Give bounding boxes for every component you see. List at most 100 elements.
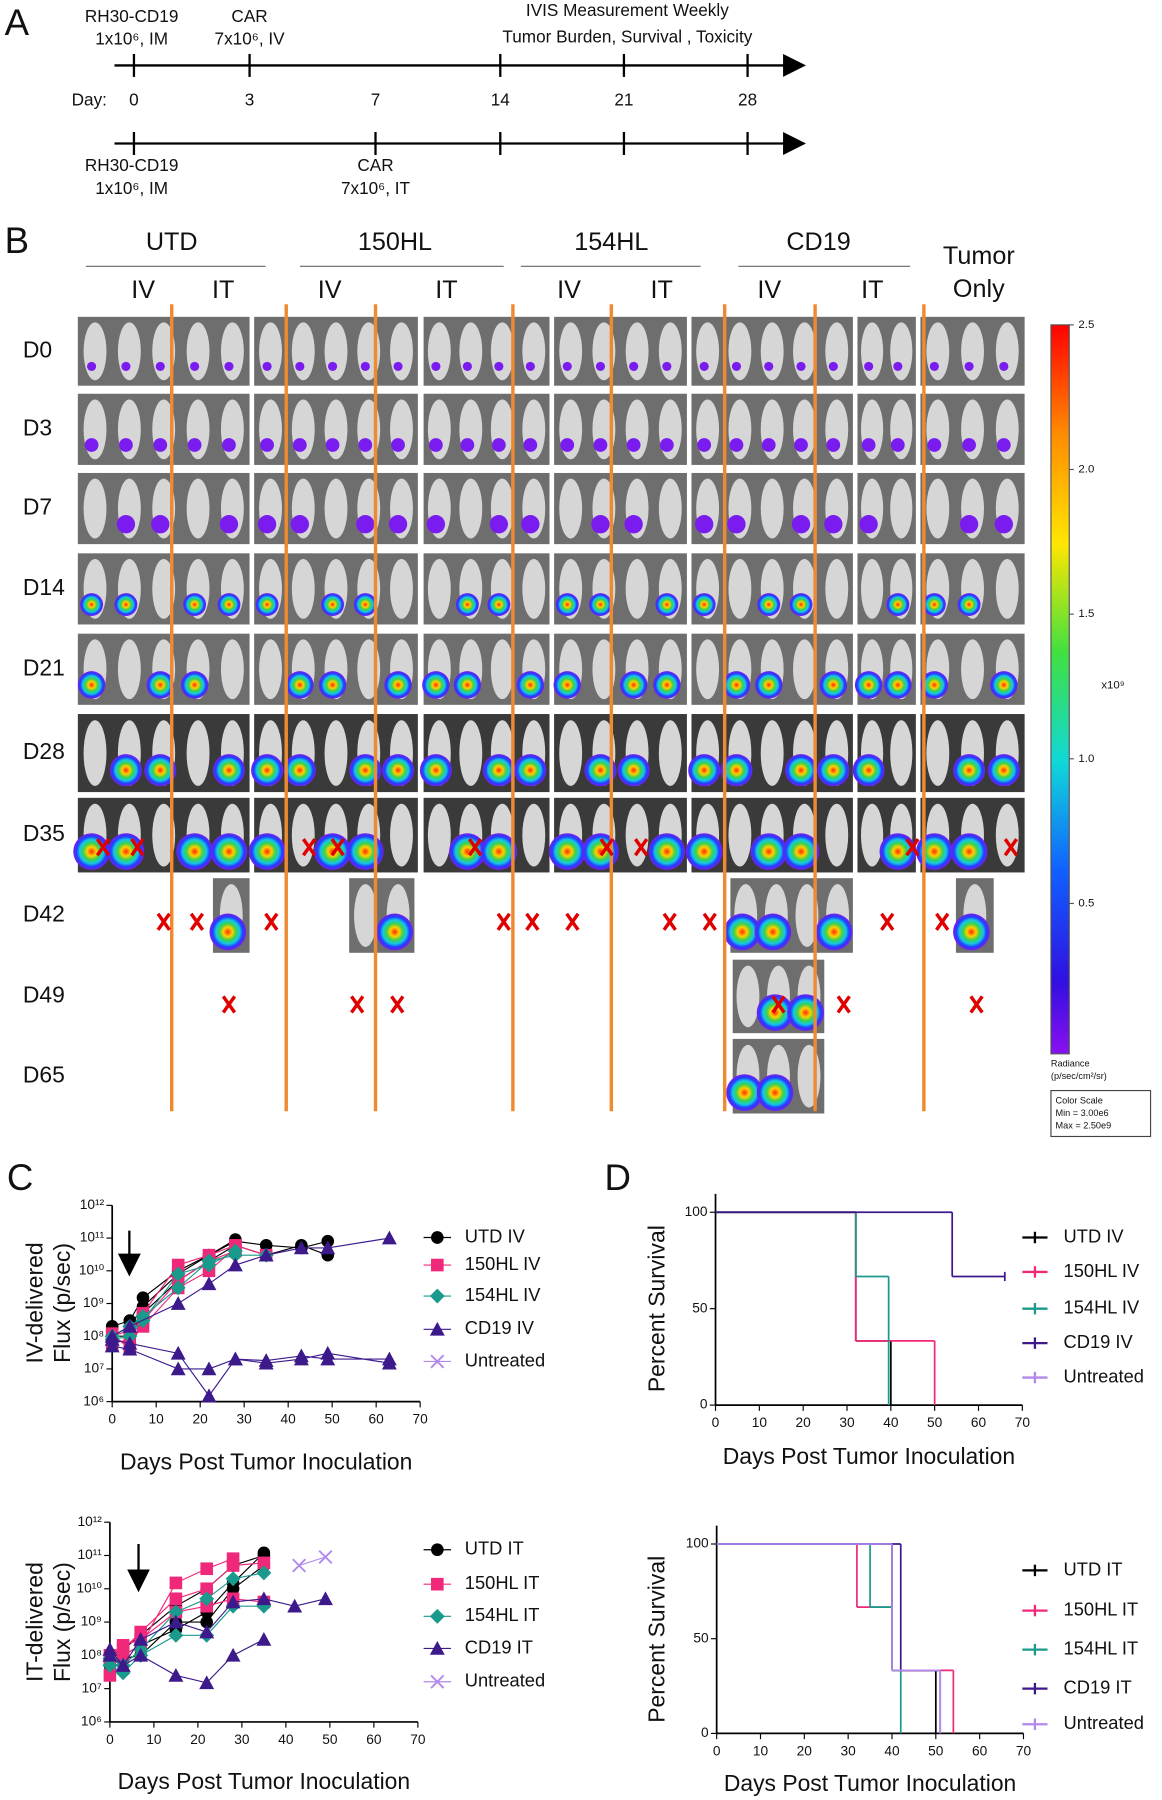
death-mark	[301, 838, 317, 857]
mouse	[459, 720, 483, 786]
day-number: 7	[371, 90, 381, 110]
signal	[764, 361, 774, 372]
signal	[121, 361, 131, 372]
mouse	[795, 884, 819, 947]
signal	[356, 515, 375, 534]
signal	[987, 754, 1020, 787]
signal	[190, 361, 200, 372]
point	[200, 1582, 213, 1596]
signal	[953, 754, 986, 787]
signal	[722, 671, 751, 699]
signal	[750, 833, 788, 870]
legend-label: UTD IT	[465, 1538, 524, 1559]
signal	[290, 515, 309, 534]
signal	[422, 671, 450, 699]
point	[225, 1647, 241, 1662]
timeline-note: 7x10⁶, IT	[341, 178, 411, 198]
signal	[591, 515, 610, 534]
signal	[376, 913, 413, 951]
y-tick-label: 0	[700, 1397, 708, 1412]
signal	[560, 438, 575, 452]
mouse	[291, 803, 315, 867]
mouse	[427, 559, 451, 619]
signal	[489, 515, 509, 534]
x-tick-label: 60	[972, 1743, 988, 1758]
signal	[153, 438, 168, 452]
death-mark	[95, 838, 111, 857]
x-tick-label: 40	[883, 1415, 899, 1430]
signal	[593, 438, 608, 452]
signal	[494, 361, 504, 372]
point	[225, 1594, 241, 1609]
legend-label: Untreated	[1064, 1365, 1144, 1386]
route-label: IT	[861, 276, 883, 304]
mouse	[793, 639, 816, 700]
signal	[487, 593, 511, 617]
signal	[255, 593, 279, 617]
mouse	[728, 559, 752, 619]
point	[226, 1559, 240, 1572]
point	[318, 1550, 333, 1564]
color-scale-box	[1050, 1089, 1152, 1138]
y-axis-label: Flux (p/sec)	[49, 1243, 75, 1363]
mouse	[324, 322, 348, 381]
point	[201, 1361, 217, 1376]
x-tick-label: 10	[149, 1412, 165, 1427]
signal	[950, 833, 988, 870]
day-label: D35	[23, 820, 65, 846]
point	[104, 1338, 120, 1353]
mouse	[995, 559, 1019, 619]
signal	[144, 754, 177, 787]
y-tick-label: 10⁷	[84, 1361, 104, 1376]
x-tick-label: 20	[193, 1412, 209, 1427]
mouse	[390, 322, 413, 381]
death-mark	[496, 912, 511, 931]
x-tick-label: 40	[278, 1732, 294, 1747]
legend-label: 154HL IT	[1064, 1637, 1139, 1658]
colorbar-tick-label: 0.5	[1078, 897, 1094, 909]
day-label: D0	[23, 336, 52, 362]
x-tick-label: 40	[884, 1743, 900, 1758]
mouse	[728, 803, 752, 867]
mouse	[625, 322, 649, 381]
signal	[325, 438, 340, 452]
signal	[787, 994, 824, 1031]
legend-label: Untreated	[465, 1670, 545, 1691]
death-mark	[264, 912, 279, 931]
x-tick-label: 50	[927, 1415, 943, 1430]
y-tick-label: 100	[685, 1204, 708, 1219]
x-tick-label: 70	[410, 1732, 426, 1747]
y-axis-label: Percent Survival	[643, 1556, 669, 1723]
mouse	[793, 322, 816, 381]
death-mark	[599, 838, 614, 857]
point	[169, 1592, 183, 1606]
signal	[962, 438, 976, 452]
death-mark	[189, 912, 205, 931]
signal	[523, 438, 538, 452]
mouse	[995, 322, 1019, 381]
signal	[916, 833, 953, 870]
signal	[826, 438, 841, 452]
x-tick-label: 50	[322, 1732, 338, 1747]
colorbar	[1050, 324, 1070, 1055]
point	[200, 1615, 213, 1629]
signal	[262, 361, 272, 372]
y-tick-label: 0	[701, 1725, 709, 1740]
death-mark	[935, 912, 950, 931]
y-tick-label: 10¹²	[77, 1514, 102, 1529]
point	[133, 1647, 149, 1662]
signal	[852, 754, 885, 787]
mouse	[83, 322, 107, 381]
color-scale-text: Min = 3.00e6	[1056, 1108, 1109, 1118]
route-label: IV	[757, 276, 781, 304]
legend-label: CD19 IV	[1064, 1331, 1134, 1352]
signal	[817, 754, 850, 787]
mouse	[728, 322, 752, 381]
death-mark	[905, 838, 920, 857]
signal	[462, 361, 472, 372]
signal	[562, 361, 572, 372]
legend-label: Untreated	[1064, 1712, 1144, 1733]
color-scale-text: Color Scale	[1056, 1095, 1103, 1105]
mouse	[459, 322, 483, 381]
death-mark	[880, 912, 895, 931]
